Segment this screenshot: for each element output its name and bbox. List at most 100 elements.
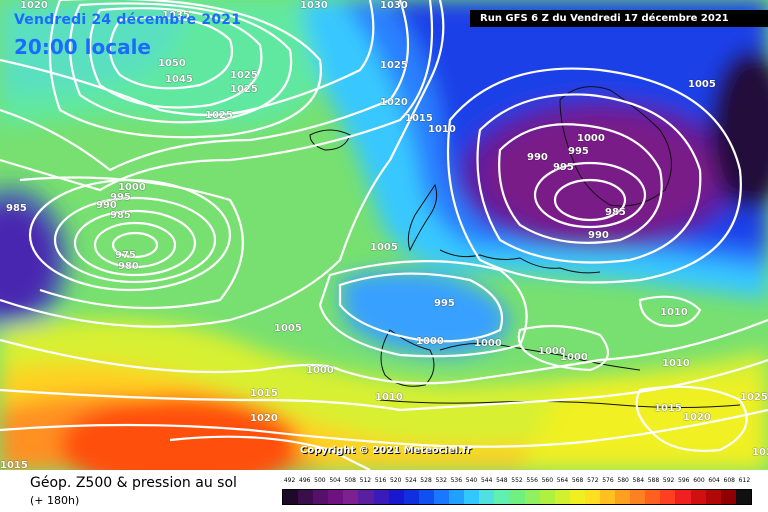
isobar-975 (111, 231, 159, 259)
isobars (0, 0, 768, 470)
run-info-box: Run GFS 6 Z du Vendredi 17 décembre 2021 (470, 10, 768, 27)
legend-swatch (645, 490, 661, 504)
legend-swatch (599, 490, 616, 504)
pressure-label: 1020 (20, 0, 48, 11)
pressure-label: 1015 (405, 113, 433, 124)
north-sea-coast (439, 249, 601, 274)
forecast-hour: (+ 180h) (30, 494, 80, 507)
footer-bar: Géop. Z500 & pression au sol (+ 180h) 49… (0, 470, 768, 512)
pressure-label: 1005 (370, 242, 398, 253)
legend-label: 604 (708, 477, 720, 484)
pressure-label: 1020 (683, 412, 711, 423)
legend-label: 600 (693, 477, 705, 484)
isobar-990-scand (533, 161, 647, 229)
isobar-1030 (48, 0, 322, 139)
isobar-1040 (68, 2, 293, 124)
legend-swatch (660, 490, 676, 504)
pressure-label: 1000 (560, 352, 588, 363)
legend-label: 548 (496, 477, 508, 484)
pressure-label: 995 (568, 146, 589, 157)
pressure-label: 985 (110, 210, 131, 221)
isobar-1020 (0, 0, 410, 172)
legend-label: 528 (420, 477, 432, 484)
isobar-1020-south (169, 435, 371, 470)
forecast-date: Vendredi 24 décembre 2021 (14, 12, 242, 28)
pressure-label: 1010 (375, 392, 403, 403)
legend-swatch (569, 490, 585, 504)
legend-swatch (539, 490, 555, 504)
legend-label: 492 (283, 477, 296, 484)
british-isles-coast (407, 183, 438, 252)
pressure-label: 1030 (380, 0, 408, 11)
isobar-980 (93, 221, 177, 269)
legend-swatch (373, 490, 389, 504)
pressure-label: 1000 (538, 346, 566, 357)
pressure-label: 1025 (230, 70, 258, 81)
legend-swatch (313, 490, 329, 504)
west-trough-halo (0, 185, 70, 335)
legend-label: 568 (571, 477, 584, 484)
legend-swatch (509, 490, 525, 504)
iceland-coast (309, 129, 351, 151)
pressure-label: 1000 (474, 338, 502, 349)
pressure-label: 1010 (662, 358, 690, 369)
isobar-1015 (0, 0, 434, 192)
isobar-1015-south (0, 408, 768, 448)
isobar-1000-balkans (517, 324, 610, 372)
legend-label: 540 (465, 477, 478, 484)
legend-swatch (343, 490, 359, 504)
legend-label: 584 (632, 477, 645, 484)
legend-label: 560 (541, 477, 554, 484)
pressure-label: 980 (118, 261, 139, 272)
pressure-label: 1005 (688, 79, 716, 90)
pressure-label: 995 (553, 162, 574, 173)
legend-swatch (675, 490, 691, 504)
pressure-label: 1025 (205, 110, 233, 121)
legend-swatch (449, 490, 465, 504)
legend-swatch (418, 490, 434, 504)
pressure-label: 1020 (752, 447, 768, 458)
iberia-coast (380, 329, 435, 387)
isobar-1000-scand (476, 93, 702, 264)
legend-label: 520 (389, 477, 402, 484)
legend-swatch (433, 490, 450, 504)
pressure-label: 1025 (740, 392, 768, 403)
legend-label: 536 (450, 477, 463, 484)
isobar-1010-south (0, 358, 768, 412)
legend-swatch (705, 490, 721, 504)
legend-swatch (630, 490, 646, 504)
legend-label: 592 (662, 477, 675, 484)
legend-label: 612 (738, 477, 751, 484)
legend-label: 532 (435, 477, 447, 484)
legend-labels: 492 496 500 504 508 512 516 520 524 528 532 536 540 5… (282, 477, 752, 487)
isobar-1005-south (0, 318, 768, 385)
isobar-990 (53, 196, 217, 284)
isobar-1005-scand (446, 67, 742, 284)
isobar-995-biscay (338, 272, 504, 343)
legend-swatches (282, 489, 752, 505)
color-legend: 492 496 500 504 508 512 516 520 524 528 532 536 540 5… (282, 477, 752, 507)
legend-label: 552 (511, 477, 523, 484)
pressure-label: 1015 (250, 388, 278, 399)
isobar-1025 (0, 0, 375, 117)
legend-label: 576 (602, 477, 614, 484)
isobar-1020-east (635, 385, 748, 452)
legend-label: 496 (299, 477, 311, 484)
legend-label: 512 (359, 477, 372, 484)
legend-swatch (615, 490, 631, 504)
pressure-label: 1010 (428, 124, 456, 135)
copyright-notice: Copyright © 2021 Meteociel.fr (300, 445, 472, 456)
pressure-label: 1030 (300, 0, 328, 11)
coastlines (309, 86, 741, 408)
pressure-label: 975 (115, 250, 136, 261)
pressure-label: 1050 (158, 58, 186, 69)
legend-label: 564 (556, 477, 569, 484)
map-canvas (0, 0, 768, 470)
biscay-cyan-tongue (340, 271, 510, 355)
isobar-1050 (108, 16, 234, 90)
pressure-label: 990 (588, 230, 609, 241)
mediterranean-north-coast (439, 342, 641, 371)
pressure-label: 1000 (118, 182, 146, 193)
pressure-label: 1000 (306, 365, 334, 376)
pressure-label: 1045 (165, 74, 193, 85)
